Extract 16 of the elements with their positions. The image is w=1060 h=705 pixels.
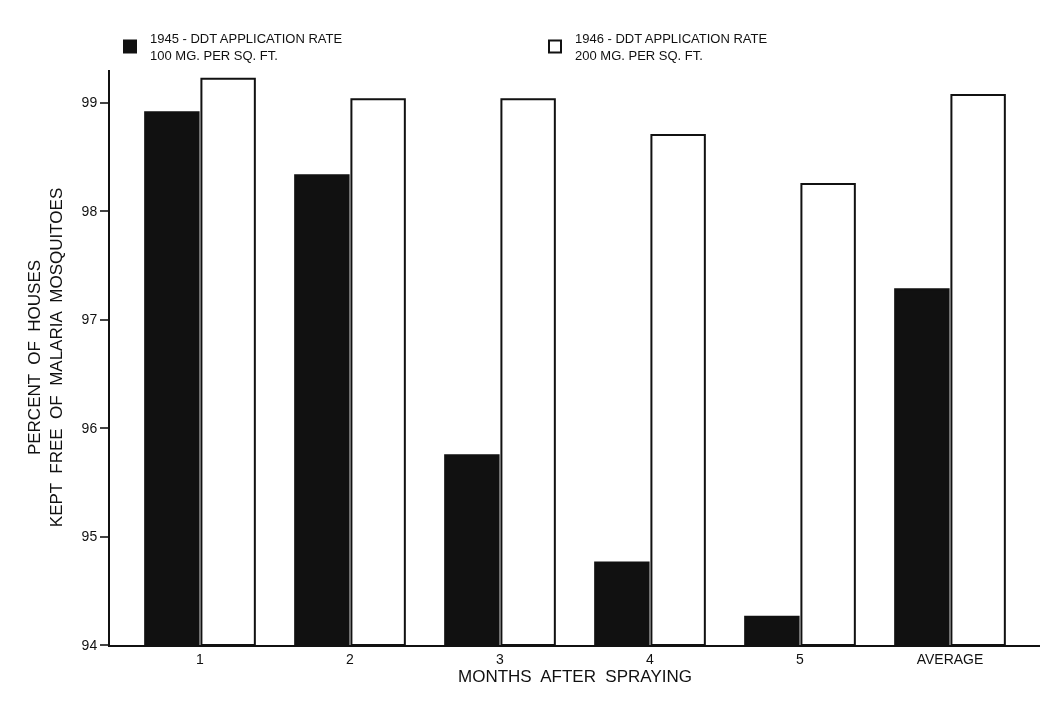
y-tick-label: 99 (81, 94, 98, 111)
legend-label: 1946 - DDT APPLICATION RATE 200 MG. PER SQ. FT. (575, 31, 768, 63)
x-axis-title: MONTHS AFTER SPRAYING (458, 666, 692, 686)
y-tick-label: 94 (81, 636, 98, 653)
x-tick-label: 2 (346, 650, 355, 667)
y-tick-label: 98 (81, 202, 98, 219)
x-tick-label: 5 (796, 650, 805, 667)
x-tick-label: 3 (496, 650, 505, 667)
y-tick-label: 95 (81, 528, 98, 545)
legend-label: 1945 - DDT APPLICATION RATE 100 MG. PER SQ. FT. (150, 31, 343, 63)
y-tick-label: 97 (81, 311, 98, 328)
y-axis-title: PERCENT OF HOUSES KEPT FREE OF MALARIA MOSQUITOES (24, 187, 66, 528)
x-tick-label: AVERAGE (916, 650, 984, 667)
x-tick-label: 4 (646, 650, 655, 667)
x-tick-label: 1 (196, 650, 205, 667)
y-tick-label: 96 (81, 419, 98, 436)
